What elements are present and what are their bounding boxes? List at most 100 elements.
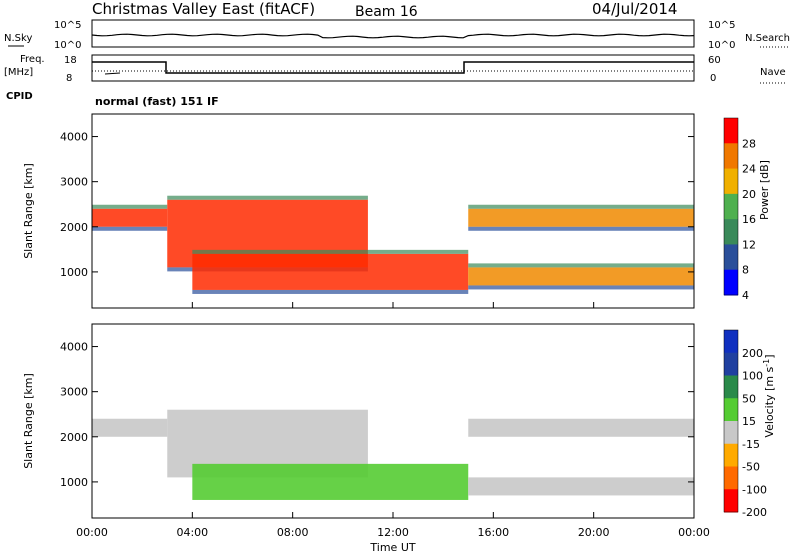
colorbar-tick-label: 8 <box>742 264 749 277</box>
colorbar-swatch <box>724 143 738 170</box>
beam-label: Beam 16 <box>355 4 418 20</box>
noise-right-label: N.Search <box>745 33 790 44</box>
velocity-colorbar: 200 100 50 15 -15 -50 -100 -200 <box>723 329 767 519</box>
x-tick-label: 16:00 <box>477 526 509 539</box>
x-tick-label: 12:00 <box>377 526 409 539</box>
power-y-ticks: 1000 2000 3000 4000 <box>60 131 694 279</box>
power-band <box>468 208 694 227</box>
y-tick-label: 2000 <box>60 221 88 234</box>
power-band <box>192 253 469 290</box>
noise-panel: N.Sky 10^5 10^0 10^5 10^0 N.Search <box>4 19 790 51</box>
y-tick-label: 3000 <box>60 386 88 399</box>
velocity-band <box>468 477 694 496</box>
freq-panel: Freq. [MHz] 18 8 60 0 Nave <box>4 54 786 84</box>
x-tick-label: 08:00 <box>277 526 309 539</box>
chart-title: Christmas Valley East (fitACF) <box>92 0 315 18</box>
colorbar-tick-label: -100 <box>742 483 767 496</box>
power-y-axis-label: Slant Range [km] <box>22 163 35 259</box>
colorbar-swatch <box>724 489 738 513</box>
freq-right-tick-top: 60 <box>708 55 721 66</box>
freq-left-label-2: [MHz] <box>4 67 33 78</box>
velocity-x-ticks: 00:00 04:00 08:00 12:00 16:00 20:00 00:00 <box>76 302 710 539</box>
freq-left-label-1: Freq. <box>20 54 45 65</box>
velocity-panel: 1000 2000 3000 4000 Slant Range [km] 200 100… <box>22 302 776 554</box>
power-band-edge <box>167 195 368 200</box>
power-band-edge <box>468 285 694 290</box>
freq-panel-frame <box>91 54 695 82</box>
colorbar-swatch <box>724 168 738 195</box>
y-tick-label: 1000 <box>60 476 88 489</box>
colorbar-tick-label: -50 <box>742 461 760 474</box>
power-band-edge <box>468 204 694 209</box>
x-tick-label: 20:00 <box>578 526 610 539</box>
y-tick-label: 4000 <box>60 341 88 354</box>
velocity-band <box>468 418 694 437</box>
power-bands <box>92 195 694 294</box>
cpid-label: CPID <box>6 91 33 102</box>
colorbar-tick-label: 12 <box>742 238 756 251</box>
freq-trace <box>92 61 694 74</box>
noise-right-tick-top: 10^5 <box>708 20 735 31</box>
x-tick-label: 00:00 <box>76 526 108 539</box>
colorbar-tick-label: 20 <box>742 188 756 201</box>
y-tick-label: 3000 <box>60 176 88 189</box>
power-band-edge <box>92 204 168 209</box>
freq-left-tick-top: 18 <box>64 55 77 66</box>
velocity-band <box>92 418 168 437</box>
colorbar-swatch <box>724 466 738 490</box>
velocity-bands <box>92 409 694 500</box>
freq-trace-fragment <box>104 72 121 75</box>
power-band-edge <box>192 249 469 254</box>
freq-left-tick-bottom: 8 <box>66 73 72 84</box>
velocity-colorbar-label: Velocity [m s-1] <box>762 354 777 437</box>
velocity-y-axis-label: Slant Range [km] <box>22 373 35 469</box>
velocity-band <box>192 463 469 500</box>
colorbar-swatch <box>724 443 738 467</box>
colorbar-swatch <box>724 352 738 376</box>
power-colorbar-label: Power [dB] <box>758 160 771 220</box>
power-band-edge <box>468 263 694 268</box>
colorbar-frame <box>723 329 739 513</box>
cpid-value: normal (fast) 151 IF <box>95 95 219 108</box>
power-colorbar: 28 24 20 16 12 8 4 <box>723 117 756 302</box>
colorbar-swatch <box>724 269 738 296</box>
date-label: 04/Jul/2014 <box>592 0 677 18</box>
power-band-edge <box>192 289 469 294</box>
y-tick-label: 1000 <box>60 266 88 279</box>
colorbar-swatch <box>724 219 738 245</box>
power-panel: 1000 2000 3000 4000 Slant Range [km] 28 24 20… <box>22 113 771 309</box>
y-tick-label: 2000 <box>60 431 88 444</box>
freq-right-label: Nave <box>760 67 786 78</box>
colorbar-tick-label: 28 <box>742 137 756 150</box>
power-band-edge <box>468 226 694 231</box>
x-axis-label: Time UT <box>369 541 415 554</box>
colorbar-tick-label: 4 <box>742 289 749 302</box>
colorbar-swatch <box>724 118 738 144</box>
noise-right-tick-bottom: 10^0 <box>708 40 735 51</box>
colorbar-tick-label: 15 <box>742 415 756 428</box>
noise-panel-frame <box>91 19 695 48</box>
power-band <box>92 208 168 227</box>
colorbar-tick-label: 200 <box>742 347 763 360</box>
power-band <box>468 267 694 286</box>
power-band-edge <box>92 226 168 231</box>
x-tick-label: 04:00 <box>176 526 208 539</box>
noise-left-tick-bottom: 10^0 <box>54 40 81 51</box>
colorbar-frame <box>723 117 739 296</box>
colorbar-swatch <box>724 193 738 220</box>
velocity-y-ticks: 1000 2000 3000 4000 <box>60 341 694 489</box>
colorbar-tick-label: 16 <box>742 213 756 226</box>
colorbar-swatch <box>724 421 738 445</box>
noise-sky-trace <box>91 33 695 39</box>
colorbar-swatch <box>724 244 738 271</box>
colorbar-tick-label: -15 <box>742 438 760 451</box>
colorbar-swatch <box>724 375 738 399</box>
x-tick-label: 00:00 <box>678 526 710 539</box>
colorbar-tick-label: -200 <box>742 506 767 519</box>
noise-left-label: N.Sky <box>4 33 32 44</box>
colorbar-tick-label: 50 <box>742 392 756 405</box>
freq-right-tick-bottom: 0 <box>710 73 716 84</box>
y-tick-label: 4000 <box>60 131 88 144</box>
colorbar-swatch <box>724 398 738 422</box>
